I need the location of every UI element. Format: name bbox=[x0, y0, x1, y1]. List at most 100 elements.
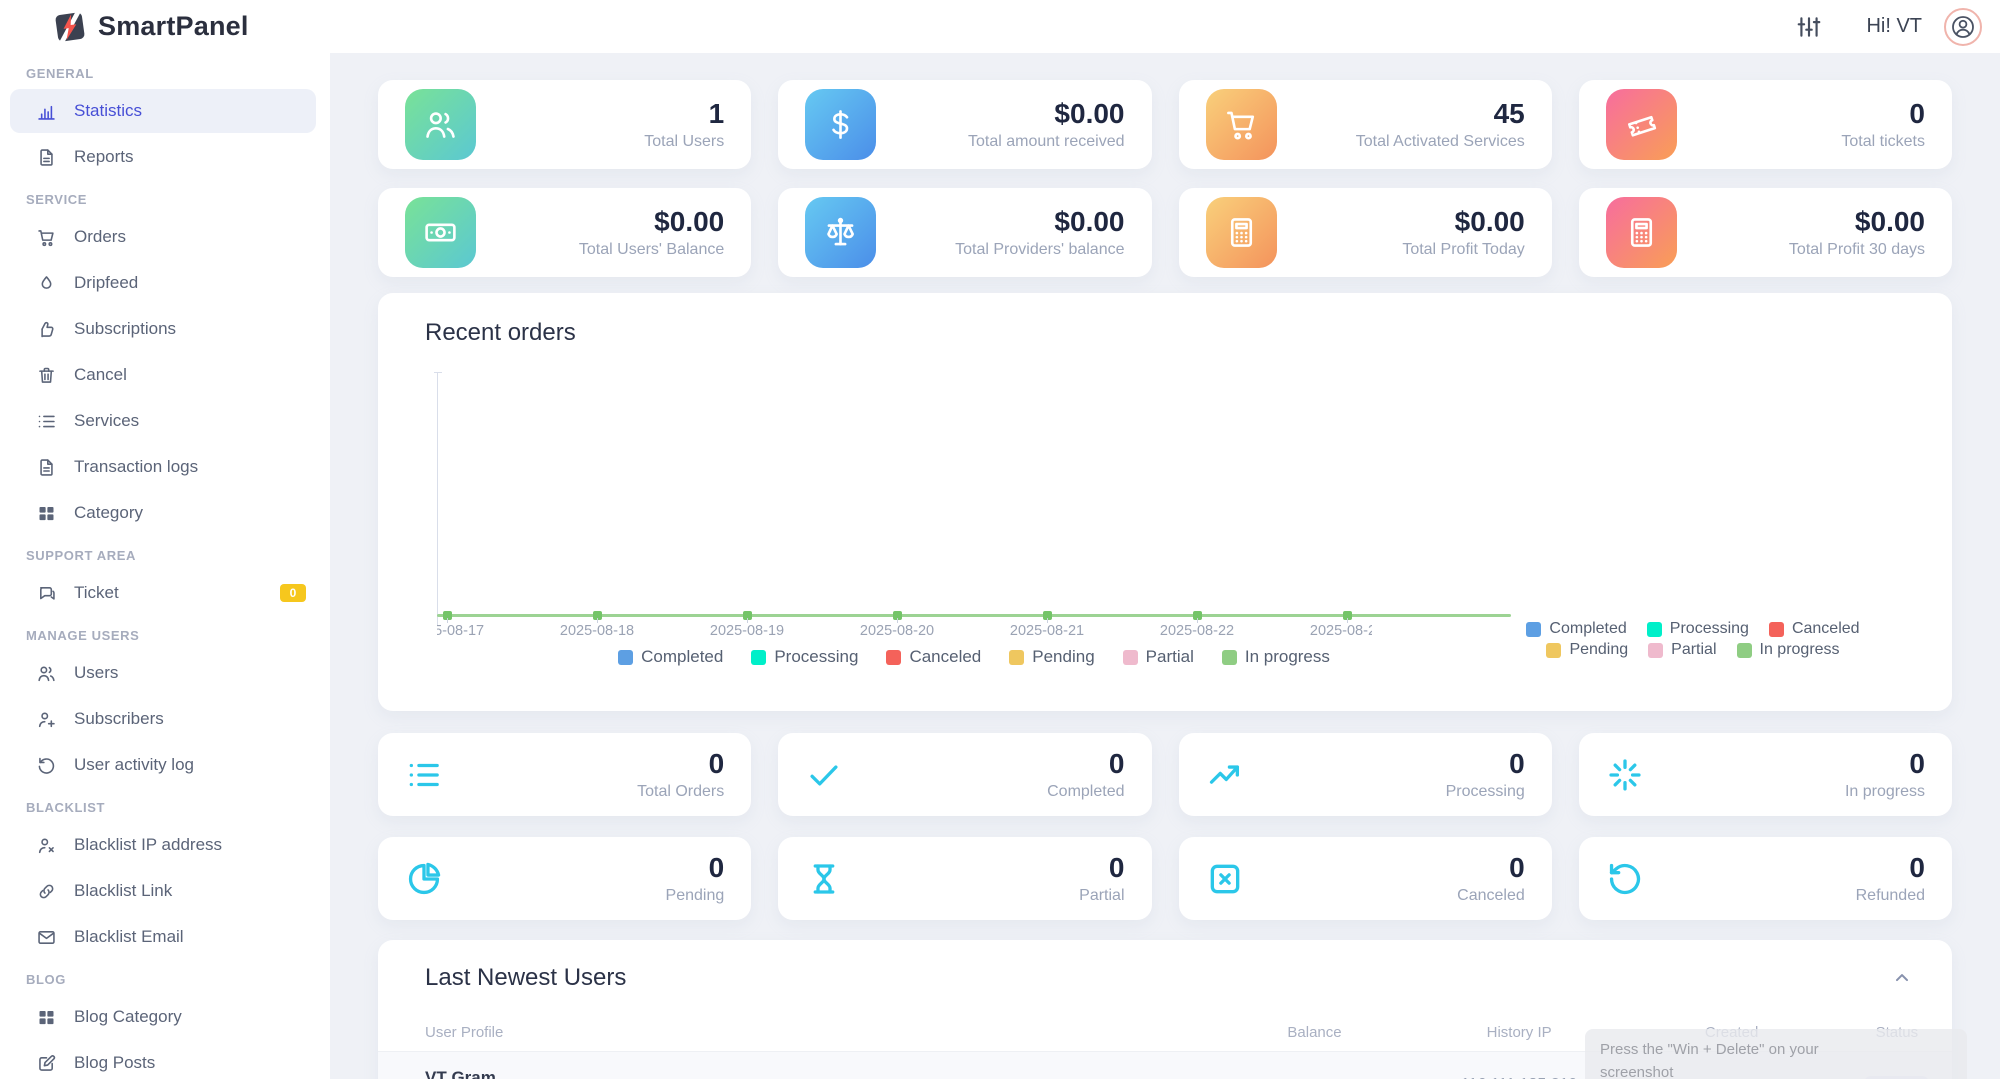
order-stat-icon-wrap bbox=[1206, 756, 1244, 794]
column-header-history-ip: History IP bbox=[1486, 1024, 1552, 1041]
stat-value: 0 bbox=[1509, 748, 1525, 780]
sidebar-item-services[interactable]: Services bbox=[10, 399, 316, 443]
droplet-icon bbox=[41, 275, 52, 289]
sidebar-item-users[interactable]: Users bbox=[10, 651, 316, 695]
sidebar-item-subscriptions[interactable]: Subscriptions bbox=[10, 307, 316, 351]
sidebar-item-transaction-logs[interactable]: Transaction logs bbox=[10, 445, 316, 489]
top-header: SmartPanel Hi! VT bbox=[0, 0, 2000, 53]
hourglass-icon bbox=[813, 863, 835, 894]
sidebar-item-label: Users bbox=[74, 663, 119, 682]
file-text-icon bbox=[40, 458, 53, 476]
users-icon bbox=[426, 112, 455, 138]
order-stats-grid: 0 Total Orders 0 Completed 0 Processing … bbox=[378, 733, 1952, 920]
sidebar-item-label: Dripfeed bbox=[74, 273, 139, 292]
legend-swatch bbox=[1122, 649, 1138, 665]
tooltip-line2: screenshot bbox=[1600, 1063, 1674, 1079]
calculator-icon bbox=[1630, 218, 1652, 247]
sidebar-item-reports[interactable]: Reports bbox=[10, 135, 316, 179]
legend-item-processing[interactable]: Processing bbox=[1646, 620, 1749, 638]
sidebar-item-label: Reports bbox=[74, 147, 134, 166]
main-content: 1 Total Users $0.00 Total amount receive… bbox=[330, 53, 2000, 1079]
sidebar: GENERAL Statistics Reports SERVICE Order… bbox=[0, 53, 330, 1079]
legend-item-in-progress[interactable]: In progress bbox=[1221, 647, 1330, 667]
stat-label: Canceled bbox=[1457, 886, 1525, 904]
legend-swatch bbox=[1221, 649, 1237, 665]
legend-item-completed[interactable]: Completed bbox=[1526, 620, 1627, 638]
legend-item-pending[interactable]: Pending bbox=[1546, 641, 1628, 659]
legend-item-pending[interactable]: Pending bbox=[1009, 647, 1095, 667]
stat-card-total-profit-30-days: $0.00 Total Profit 30 days bbox=[1578, 188, 1952, 277]
sidebar-item-blog-posts[interactable]: Blog Posts bbox=[10, 1041, 316, 1079]
settings-sliders-icon[interactable] bbox=[1796, 14, 1822, 40]
rotate-ccw-icon bbox=[1609, 863, 1640, 894]
brand-logo[interactable]: SmartPanel bbox=[51, 8, 249, 46]
chart-x-labels: 2025-08-17 2025-08-18 2025-08-19 2025-08-20… bbox=[437, 623, 1372, 643]
sidebar-item-blacklist-ip-address[interactable]: Blacklist IP address bbox=[10, 823, 316, 867]
sidebar-item-blog-category[interactable]: Blog Category bbox=[10, 995, 316, 1039]
legend-item-partial[interactable]: Partial bbox=[1122, 647, 1194, 667]
order-stat-icon-wrap bbox=[405, 756, 443, 794]
legend-item-canceled[interactable]: Canceled bbox=[886, 647, 981, 667]
sidebar-item-user-activity-log[interactable]: User activity log bbox=[10, 743, 316, 787]
stat-tile bbox=[405, 89, 476, 160]
user-plus-icon bbox=[38, 712, 55, 727]
legend-item-in-progress[interactable]: In progress bbox=[1736, 641, 1840, 659]
sidebar-item-category[interactable]: Category bbox=[10, 491, 316, 535]
sidebar-item-statistics[interactable]: Statistics bbox=[10, 89, 316, 133]
sidebar-item-label: Cancel bbox=[74, 365, 127, 384]
stat-value: $0.00 bbox=[1054, 98, 1125, 130]
stat-card-total-profit-today: $0.00 Total Profit Today bbox=[1178, 188, 1552, 277]
list-dots-icon bbox=[409, 763, 439, 786]
chart-point bbox=[1193, 611, 1202, 620]
sidebar-item-blacklist-link[interactable]: Blacklist Link bbox=[10, 869, 316, 913]
order-stat-icon-wrap bbox=[1606, 756, 1644, 794]
chevron-up-icon[interactable] bbox=[1892, 968, 1912, 988]
sidebar-item-dripfeed[interactable]: Dripfeed bbox=[10, 261, 316, 305]
sidebar-section-manage-users: MANAGE USERS bbox=[26, 628, 140, 643]
stat-label: Total Orders bbox=[637, 782, 725, 800]
stat-value: $0.00 bbox=[1054, 206, 1125, 238]
chart-point bbox=[593, 611, 602, 620]
sidebar-item-label: Statistics bbox=[74, 101, 143, 120]
legend-item-canceled[interactable]: Canceled bbox=[1768, 620, 1860, 638]
sidebar-item-label: Blacklist IP address bbox=[74, 835, 223, 854]
order-stat-completed: 0 Completed bbox=[778, 733, 1152, 816]
stat-value: $0.00 bbox=[1454, 206, 1525, 238]
stat-tile bbox=[805, 197, 877, 268]
stat-tile bbox=[1605, 89, 1677, 160]
sidebar-item-orders[interactable]: Orders bbox=[10, 215, 316, 259]
legend-item-completed[interactable]: Completed bbox=[618, 647, 723, 667]
legend-label: In progress bbox=[1759, 641, 1840, 658]
thumbs-up-icon bbox=[41, 321, 54, 337]
stat-tile bbox=[805, 89, 877, 160]
stat-value: 0 bbox=[1909, 98, 1925, 130]
order-stat-processing: 0 Processing bbox=[1178, 733, 1552, 816]
sidebar-item-subscribers[interactable]: Subscribers bbox=[10, 697, 316, 741]
cart-icon bbox=[38, 229, 54, 246]
avatar[interactable] bbox=[1944, 7, 1982, 46]
stat-card-total-tickets: 0 Total tickets bbox=[1578, 80, 1952, 169]
stat-card-total-users: 1 Total Users bbox=[378, 80, 752, 169]
legend-swatch bbox=[1546, 642, 1562, 658]
sidebar-section-blog: BLOG bbox=[26, 972, 66, 987]
stat-value: 0 bbox=[1909, 748, 1925, 780]
legend-item-partial[interactable]: Partial bbox=[1648, 641, 1717, 659]
legend-label: Partial bbox=[1671, 641, 1717, 658]
mail-icon bbox=[38, 930, 55, 944]
legend-item-processing[interactable]: Processing bbox=[751, 647, 858, 667]
sidebar-item-ticket[interactable]: Ticket 0 bbox=[10, 571, 316, 615]
sidebar-item-cancel[interactable]: Cancel bbox=[10, 353, 316, 397]
stat-value: 0 bbox=[1108, 748, 1125, 780]
sidebar-item-label: Subscriptions bbox=[74, 319, 177, 338]
sidebar-section-general: GENERAL bbox=[26, 66, 94, 81]
stat-label: Total Profit Today bbox=[1402, 240, 1525, 258]
sidebar-item-blacklist-email[interactable]: Blacklist Email bbox=[10, 915, 316, 959]
stat-label: Total Profit 30 days bbox=[1788, 240, 1925, 258]
history-icon bbox=[38, 757, 55, 774]
sidebar-item-label: Transaction logs bbox=[74, 457, 199, 476]
legend-swatch bbox=[886, 649, 902, 665]
user-name: VT Gram bbox=[425, 1068, 496, 1079]
order-stat-pending: 0 Pending bbox=[378, 837, 752, 920]
chart-x-tick bbox=[597, 618, 598, 623]
legend-swatch bbox=[1009, 649, 1025, 665]
